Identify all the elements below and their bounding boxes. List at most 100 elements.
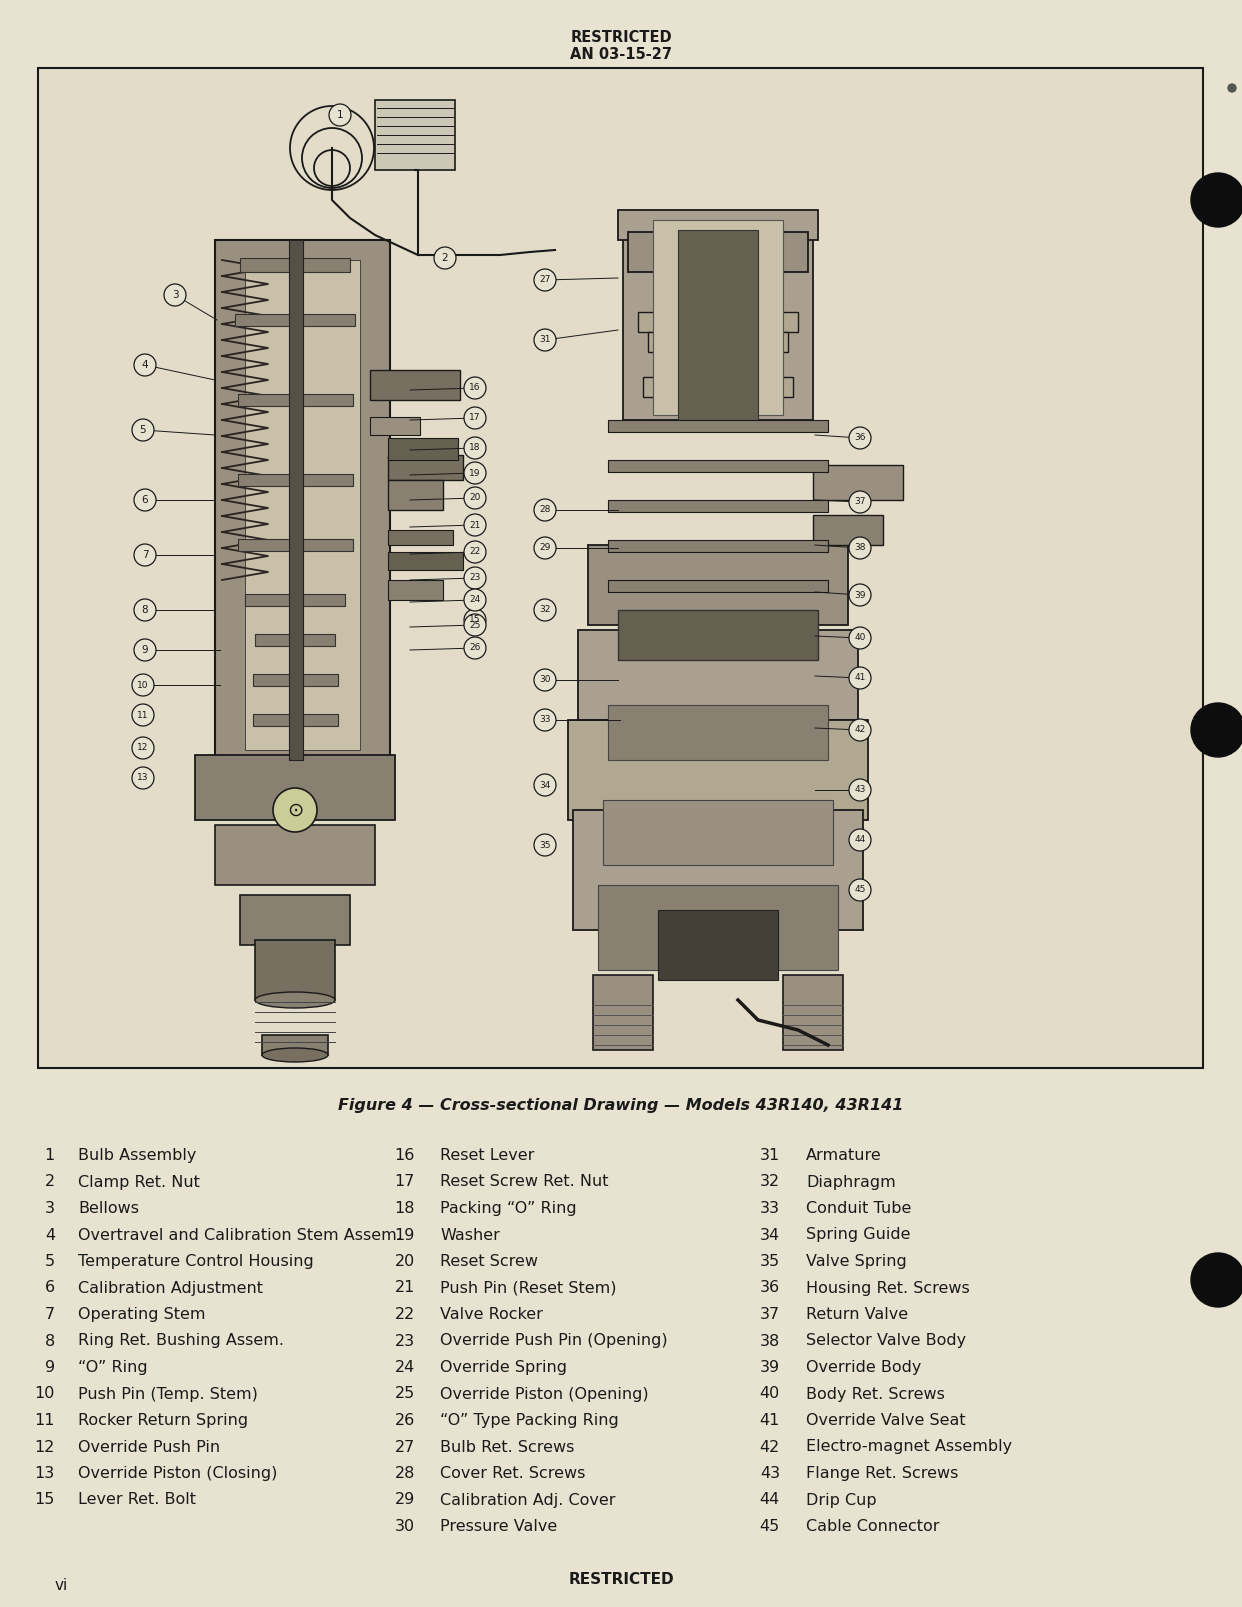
Text: Override Piston (Closing): Override Piston (Closing) (78, 1466, 277, 1482)
Text: Bulb Ret. Screws: Bulb Ret. Screws (440, 1440, 574, 1454)
Text: 8: 8 (45, 1334, 55, 1348)
Text: Overtravel and Calibration Stem Assem.: Overtravel and Calibration Stem Assem. (78, 1228, 402, 1242)
Text: 15: 15 (35, 1493, 55, 1507)
Text: 42: 42 (854, 725, 866, 734)
Circle shape (534, 500, 556, 521)
Text: Drip Cup: Drip Cup (806, 1493, 877, 1507)
Text: 18: 18 (469, 444, 481, 453)
Text: 6: 6 (45, 1281, 55, 1295)
Bar (39, 67, 1203, 1069)
Text: 31: 31 (539, 336, 550, 344)
Text: Push Pin (Temp. Stem): Push Pin (Temp. Stem) (78, 1387, 258, 1401)
Text: Override Piston (Opening): Override Piston (Opening) (440, 1387, 648, 1401)
Bar (648, 333, 787, 352)
Text: Selector Valve Body: Selector Valve Body (806, 1334, 966, 1348)
Circle shape (465, 636, 486, 659)
Text: 22: 22 (469, 548, 481, 556)
Text: Figure 4 — Cross-sectional Drawing — Models 43R140, 43R141: Figure 4 — Cross-sectional Drawing — Mod… (338, 1098, 904, 1114)
Text: 29: 29 (395, 1493, 415, 1507)
Text: 23: 23 (469, 574, 481, 582)
Circle shape (850, 718, 871, 741)
Circle shape (534, 329, 556, 350)
Circle shape (465, 609, 486, 632)
Text: 38: 38 (854, 543, 866, 553)
Bar (370, 370, 460, 400)
Text: 5: 5 (139, 424, 147, 435)
Text: 1: 1 (45, 1147, 55, 1163)
Text: 45: 45 (760, 1519, 780, 1535)
Text: 4: 4 (45, 1228, 55, 1242)
Text: Conduit Tube: Conduit Tube (806, 1200, 912, 1216)
Text: 7: 7 (142, 550, 148, 559)
Text: 28: 28 (539, 506, 550, 514)
Text: 30: 30 (395, 1519, 415, 1535)
Bar (215, 239, 390, 760)
Circle shape (1191, 702, 1242, 757)
Text: Pressure Valve: Pressure Valve (440, 1519, 558, 1535)
Bar (609, 705, 828, 760)
Text: AN 03-15-27: AN 03-15-27 (570, 47, 672, 63)
Circle shape (132, 767, 154, 789)
Text: Spring Guide: Spring Guide (806, 1228, 910, 1242)
Bar (623, 220, 814, 419)
Text: 16: 16 (395, 1147, 415, 1163)
Circle shape (273, 787, 317, 832)
Text: Cable Connector: Cable Connector (806, 1519, 939, 1535)
Bar (587, 545, 848, 625)
Text: 32: 32 (539, 606, 550, 614)
Text: 39: 39 (760, 1360, 780, 1376)
Text: Ring Ret. Bushing Assem.: Ring Ret. Bushing Assem. (78, 1334, 284, 1348)
Text: Lever Ret. Bolt: Lever Ret. Bolt (78, 1493, 196, 1507)
Text: 38: 38 (760, 1334, 780, 1348)
Text: 21: 21 (469, 521, 481, 529)
Text: Operating Stem: Operating Stem (78, 1306, 205, 1323)
Text: 35: 35 (539, 840, 550, 850)
Text: 13: 13 (35, 1466, 55, 1482)
Circle shape (164, 284, 186, 305)
Text: Return Valve: Return Valve (806, 1306, 908, 1323)
Text: 20: 20 (469, 493, 481, 503)
Text: 17: 17 (469, 413, 481, 423)
Text: 33: 33 (539, 715, 550, 725)
Text: 13: 13 (138, 773, 149, 783)
Circle shape (465, 567, 486, 590)
Circle shape (132, 673, 154, 696)
Circle shape (134, 599, 156, 620)
Text: 22: 22 (395, 1306, 415, 1323)
Text: 25: 25 (469, 620, 481, 630)
Bar (388, 455, 463, 480)
Bar (255, 940, 335, 1000)
Text: Override Valve Seat: Override Valve Seat (806, 1413, 965, 1429)
Text: 6: 6 (142, 495, 148, 505)
Bar (238, 394, 353, 407)
Bar (592, 975, 653, 1049)
Bar (573, 810, 863, 930)
Text: 19: 19 (395, 1228, 415, 1242)
Text: Reset Lever: Reset Lever (440, 1147, 534, 1163)
Text: Reset Screw Ret. Nut: Reset Screw Ret. Nut (440, 1175, 609, 1189)
Bar (388, 580, 443, 599)
Circle shape (465, 378, 486, 399)
Circle shape (534, 268, 556, 291)
Text: Armature: Armature (806, 1147, 882, 1163)
Circle shape (850, 779, 871, 800)
Bar (388, 480, 443, 509)
Circle shape (1191, 174, 1242, 227)
Bar (253, 673, 338, 686)
Bar (388, 439, 458, 460)
Text: 36: 36 (854, 434, 866, 442)
Bar (678, 230, 758, 419)
Text: 3: 3 (171, 289, 179, 301)
Bar (215, 824, 375, 885)
Text: ⊙: ⊙ (287, 800, 303, 820)
Circle shape (850, 627, 871, 649)
Circle shape (465, 614, 486, 636)
Text: 2: 2 (442, 252, 448, 264)
Text: Temperature Control Housing: Temperature Control Housing (78, 1253, 314, 1270)
Circle shape (534, 537, 556, 559)
Bar (658, 910, 777, 980)
Circle shape (850, 492, 871, 513)
Text: 30: 30 (539, 675, 550, 685)
Bar (653, 220, 782, 415)
Text: 33: 33 (760, 1200, 780, 1216)
